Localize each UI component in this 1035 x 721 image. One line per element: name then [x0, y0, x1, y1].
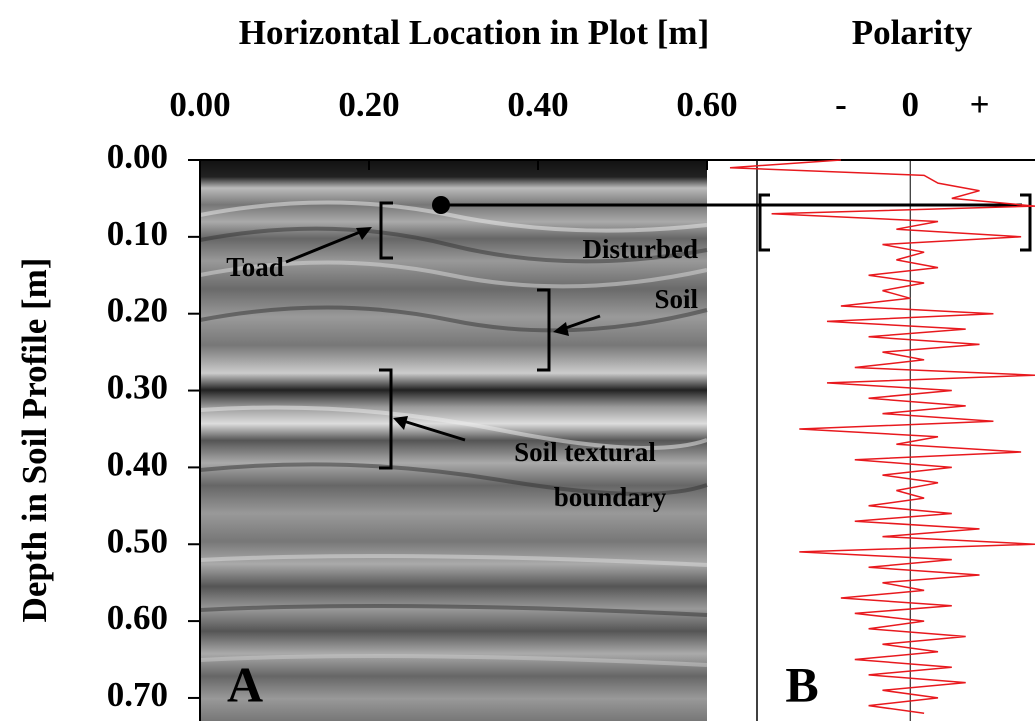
- y-tick-label: 0.50: [107, 521, 168, 560]
- annotation: Disturbed: [582, 234, 698, 264]
- x-tick-label: 0: [901, 85, 919, 124]
- trace: [729, 159, 1035, 715]
- toad-marker: [432, 196, 450, 214]
- annotation: Soil: [654, 284, 698, 314]
- x-tick-label: 0.40: [507, 85, 568, 124]
- y-tick-label: 0.30: [107, 368, 168, 407]
- x-axis-title: Horizontal Location in Plot [m]: [239, 13, 710, 52]
- y-tick-label: 0.60: [107, 598, 168, 637]
- x-tick-label: 0.00: [169, 85, 230, 124]
- y-tick-label: 0.20: [107, 291, 168, 330]
- y-tick-label: 0.10: [107, 214, 168, 253]
- panel-label: B: [785, 656, 818, 712]
- arrow-heads: [356, 227, 569, 430]
- panel-label: A: [227, 656, 263, 712]
- x-tick-label: +: [970, 85, 990, 124]
- annotations: [285, 193, 1032, 470]
- annotation: Toad: [226, 252, 284, 282]
- radargram: [199, 160, 708, 721]
- y-tick-label: 0.70: [107, 675, 168, 714]
- y-axis-title: Depth in Soil Profile [m]: [15, 258, 54, 623]
- y-tick-label: 0.40: [107, 444, 168, 483]
- x-tick-label: -: [835, 85, 847, 124]
- x-tick-label: 0.60: [676, 85, 737, 124]
- x-tick-label: 0.20: [338, 85, 399, 124]
- annotation: Soil textural: [514, 437, 656, 467]
- y-tick-label: 0.00: [107, 137, 168, 176]
- panel-b-title: Polarity: [852, 13, 973, 52]
- annotation: boundary: [554, 482, 667, 512]
